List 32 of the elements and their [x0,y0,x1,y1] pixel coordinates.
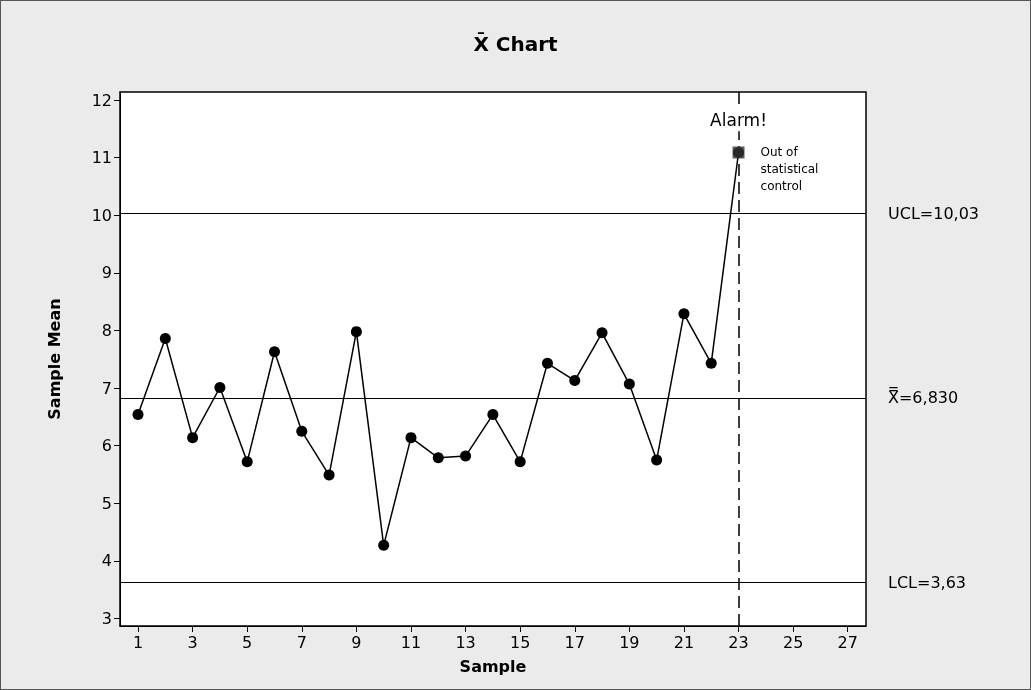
y-tick-label: 5 [101,493,112,513]
x-tick-label: 7 [296,632,307,652]
y-tick-label: 4 [101,551,112,571]
x-tick-label: 9 [351,632,362,652]
ref-line-label: LCL=3,63 [888,572,967,592]
x-tick-label: 5 [242,632,253,652]
y-tick-label: 6 [101,436,112,456]
x-tick-label: 11 [400,632,422,652]
x-tick-label: 25 [782,632,804,652]
y-tick-label: 9 [101,263,112,283]
annotation: Out of statistical control [760,145,823,194]
y-tick-label: 3 [101,609,112,629]
x-tick-label: 13 [455,632,476,652]
y-tick-label: 7 [101,378,112,398]
x-tick-label: 15 [509,632,531,652]
x-tick-label: 17 [564,632,585,652]
x-tick-label: 27 [837,632,858,652]
x-tick-label: 21 [673,632,695,652]
annotation: Alarm! [710,110,767,131]
ref-line-label: UCL=10,03 [888,204,980,224]
x-tick-label: 23 [728,632,749,652]
x-tick-label: 19 [619,632,640,652]
chart-title: X̄ Chart [473,32,559,56]
y-axis-title: Sample Mean [44,298,64,420]
ref-line-label: X̿=6,830 [888,387,959,408]
x-tick-label: 1 [132,632,144,652]
y-tick-label: 8 [101,320,112,340]
y-tick-label: 10 [91,205,112,225]
x-tick-label: 3 [187,632,198,652]
x-axis-title: Sample [459,656,527,676]
y-tick-label: 11 [91,148,112,168]
y-tick-label: 12 [91,90,112,110]
